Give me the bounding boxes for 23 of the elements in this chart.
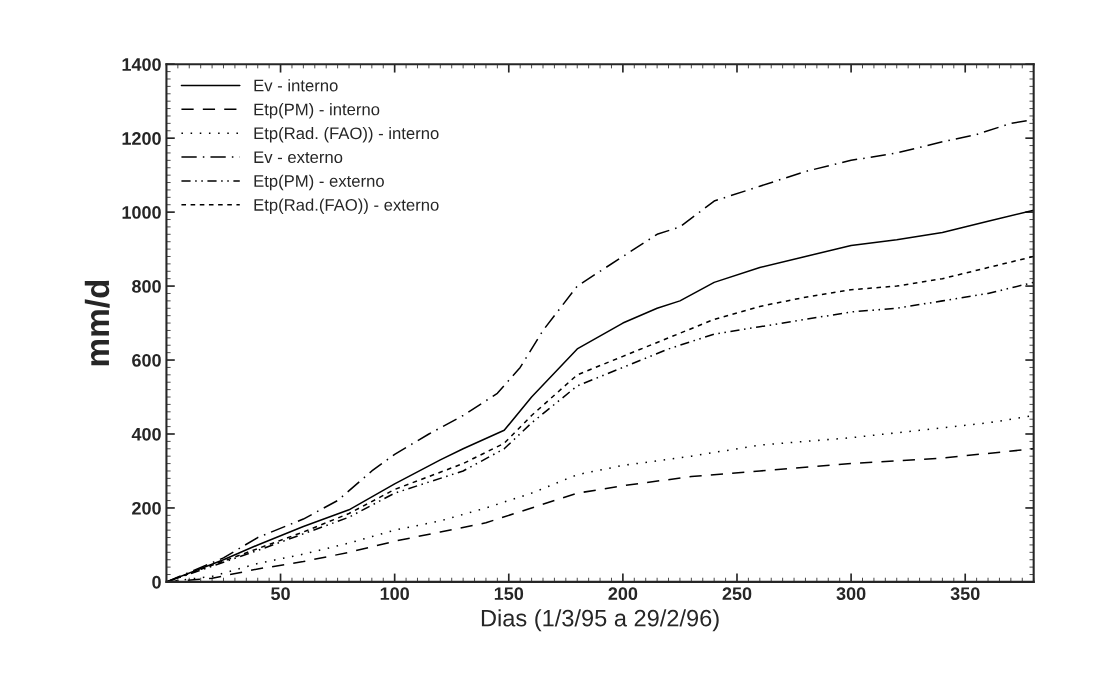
legend-label: Etp(PM) - externo [254,174,384,191]
y-tick-label: 200 [132,501,161,515]
y-tick-label: 1200 [122,132,161,145]
y-tick-label: 1400 [122,58,161,71]
y-tick-label: 1000 [122,206,161,219]
y-tick-label: 800 [132,280,161,293]
x-tick-label: 50 [271,587,290,601]
x-tick-label: 300 [836,587,866,601]
y-tick-label: 0 [152,575,161,589]
y-tick-label: 600 [132,353,161,367]
legend-label: Etp(Rad.(FAO)) - externo [254,198,439,215]
x-tick-label: 250 [722,587,752,601]
legend-label: Etp(PM) - interno [254,103,380,119]
y-tick-label: 400 [131,427,161,441]
x-tick-label: 100 [380,587,409,601]
x-tick-label: 200 [608,587,638,601]
x-tick-label: 350 [950,587,980,601]
legend-label: Ev - externo [254,151,343,164]
x-tick-label: 150 [494,587,524,601]
legend-label: Etp(Rad. (FAO)) - interno [254,126,439,143]
x-axis-title: Dias (1/3/95 a 29/2/96) [481,609,719,632]
legend-label: Ev - interno [254,79,338,92]
y-axis-title: mm/d [84,280,110,366]
